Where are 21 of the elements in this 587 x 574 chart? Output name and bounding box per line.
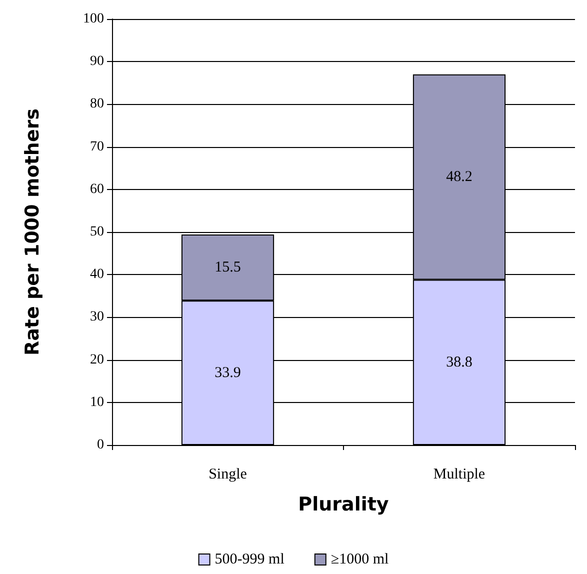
y-tick-label: 30 <box>90 310 104 325</box>
x-axis-title: Plurality <box>298 494 390 516</box>
y-axis-title: Rate per 1000 mothers <box>22 108 44 356</box>
y-tick-label: 50 <box>90 224 104 240</box>
y-tick-label: 40 <box>90 267 104 282</box>
y-tick-label: 10 <box>90 394 104 410</box>
data-label: 15.5 <box>214 260 241 276</box>
y-tick-label: 80 <box>90 96 104 112</box>
y-tick-label: 100 <box>83 12 104 26</box>
x-tick-label: Single <box>208 466 248 482</box>
legend-label: 500-999 ml <box>214 552 284 568</box>
y-tick-label: 0 <box>97 438 104 452</box>
y-tick-label: 70 <box>90 139 104 154</box>
data-label: 48.2 <box>446 169 472 186</box>
y-tick-label: 90 <box>90 54 104 70</box>
x-tick-label: Multiple <box>433 466 486 482</box>
data-label: 38.8 <box>446 354 472 370</box>
y-tick-label: 60 <box>90 182 104 197</box>
legend-label: ≥1000 ml <box>330 552 389 568</box>
data-label: 33.9 <box>214 364 241 381</box>
y-tick-label: 20 <box>90 352 104 368</box>
